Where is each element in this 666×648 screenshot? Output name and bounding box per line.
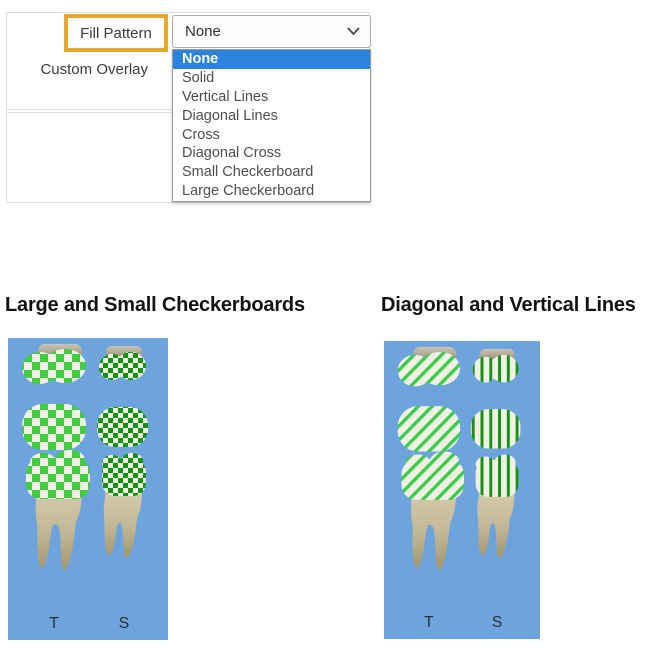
dropdown-option-solid[interactable]: Solid xyxy=(182,69,215,86)
dropdown-option-diagonal-cross[interactable]: Diagonal Cross xyxy=(182,145,282,162)
column-label-t: T xyxy=(49,615,59,632)
tooth-crown-occlusal-vertical-lines xyxy=(472,354,519,383)
dropdown-option-cross[interactable]: Cross xyxy=(182,126,220,143)
tooth-crown-occlusal-large-checkerboard xyxy=(22,349,86,384)
tooth-oval-diagonal-lines xyxy=(397,406,461,452)
dropdown-option-diagonal-lines[interactable]: Diagonal Lines xyxy=(182,107,278,124)
dropdown-option-small-checkerboard[interactable]: Small Checkerboard xyxy=(182,164,314,181)
tooth-crown-vertical-lines xyxy=(475,454,519,497)
fill-pattern-label: Fill Pattern xyxy=(80,24,152,42)
fill-pattern-dropdown-list: None Solid Vertical Lines Diagonal Lines… xyxy=(172,49,371,203)
fill-pattern-select-value: None xyxy=(185,23,221,40)
tooth-crown-occlusal-small-checkerboard xyxy=(99,352,146,380)
tooth-crown-diagonal-lines xyxy=(401,451,464,500)
figure-lines-image: T S xyxy=(384,341,540,639)
custom-overlay-label: Custom Overlay xyxy=(40,61,148,78)
column-label-s: S xyxy=(119,615,130,632)
column-label-t: T xyxy=(424,614,434,631)
tooth-oval-large-checkerboard xyxy=(22,404,86,450)
chevron-down-icon xyxy=(347,27,360,35)
figure-title-lines: Diagonal and Vertical Lines xyxy=(381,294,636,316)
tooth-crown-occlusal-diagonal-lines xyxy=(397,351,461,387)
fill-pattern-highlight-box: Fill Pattern xyxy=(64,14,168,52)
dropdown-option-none[interactable]: None xyxy=(173,50,370,69)
figure-title-checkerboards: Large and Small Checkerboards xyxy=(5,294,305,316)
column-label-s: S xyxy=(492,614,502,631)
tooth-crown-small-checkerboard xyxy=(102,453,146,496)
tooth-oval-small-checkerboard xyxy=(97,407,148,447)
tooth-crown-large-checkerboard xyxy=(26,450,90,499)
tooth-oval-vertical-lines xyxy=(470,409,521,449)
dropdown-option-vertical-lines[interactable]: Vertical Lines xyxy=(182,88,269,105)
dropdown-option-large-checkerboard[interactable]: Large Checkerboard xyxy=(182,183,315,200)
figure-checkerboards-image: T S xyxy=(8,338,168,640)
fill-pattern-select[interactable]: None xyxy=(172,15,371,48)
